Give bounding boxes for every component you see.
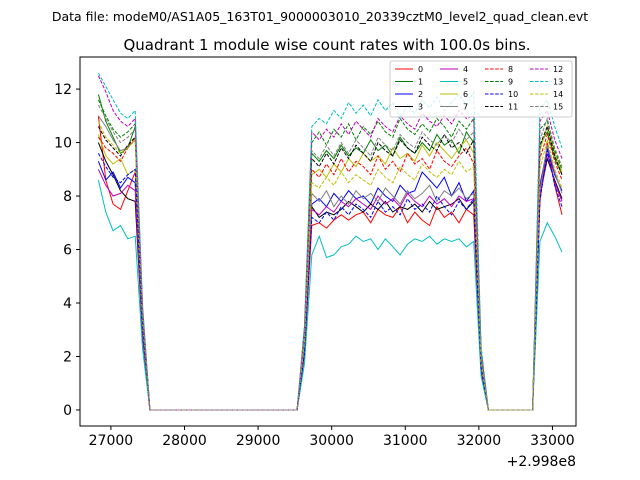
y-tick-label: 6 [63,243,72,259]
legend-label: 4 [463,65,468,74]
legend-label: 5 [463,78,468,87]
x-tick-label: 31000 [383,433,428,449]
y-tick-label: 8 [63,189,72,205]
y-tick-label: 4 [63,296,72,312]
series-line-4 [97,153,563,411]
series-line-7 [97,115,563,411]
y-tick-label: 10 [54,136,72,152]
series-line-8 [97,132,563,411]
legend-label: 13 [553,78,563,87]
x-tick-label: 33000 [530,433,575,449]
legend-label: 14 [553,90,563,99]
series-line-3 [97,142,563,411]
x-tick-label: 28000 [162,433,207,449]
x-tick-label: 32000 [457,433,502,449]
legend-label: 11 [508,103,518,112]
series-line-0 [97,115,563,411]
chart-suptitle: Data file: modeM0/AS1A05_163T01_90000030… [52,9,588,24]
x-tick-label: 27000 [89,433,134,449]
series-line-10 [97,150,563,411]
legend-label: 8 [508,65,513,74]
series-line-1 [97,94,563,411]
legend-label: 15 [553,103,563,112]
legend-label: 10 [508,90,518,99]
series-line-15 [97,104,563,411]
chart-title: Quadrant 1 module wise count rates with … [123,36,530,54]
x-tick-label: 30000 [309,433,354,449]
legend-label: 2 [418,90,423,99]
series-lines [97,72,563,411]
legend-label: 0 [418,65,423,74]
legend-label: 9 [508,78,513,87]
x-axis: 27000 28000 29000 30000 31000 32000 33000 [89,426,575,449]
legend-label: 7 [463,103,468,112]
series-line-14 [97,120,563,411]
y-tick-label: 0 [63,403,72,419]
series-line-5 [97,179,563,411]
y-axis: 0 2 4 6 8 10 12 [54,82,80,419]
series-line-2 [97,147,563,411]
legend-label: 12 [553,65,563,74]
series-line-12 [97,75,563,411]
y-tick-label: 2 [63,349,72,365]
legend-label: 3 [418,103,423,112]
series-line-9 [97,99,563,411]
x-offset-label: +2.998e8 [507,454,576,470]
legend-label: 6 [463,90,468,99]
legend-box [389,60,573,118]
series-line-13 [97,72,563,411]
legend-label: 1 [418,78,423,87]
y-tick-label: 12 [54,82,72,98]
x-tick-label: 29000 [236,433,281,449]
axes-frame [79,56,577,427]
